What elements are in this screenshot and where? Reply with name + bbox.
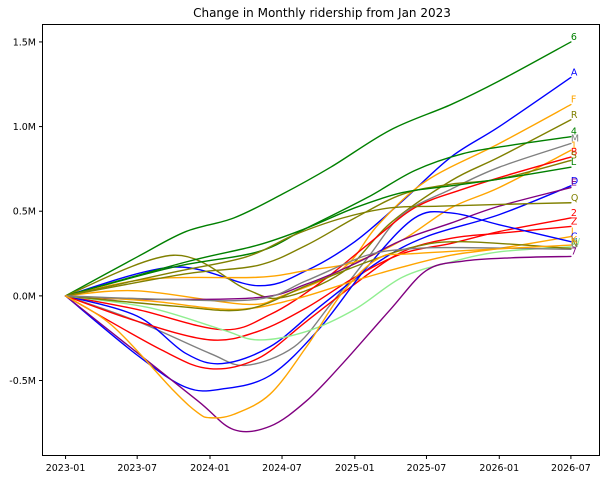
series-line-L [64, 166, 572, 297]
y-tick-label: -0.5M [9, 376, 36, 387]
series-label-B: B [571, 147, 578, 158]
x-tick-label: 2025-01 [335, 463, 375, 474]
series-lines [64, 41, 572, 433]
series-line-G [64, 246, 572, 302]
series-line-A [64, 76, 572, 297]
series-label-1: 1 [571, 140, 577, 151]
x-tick-label: 2023-01 [46, 463, 86, 474]
series-line-Z [64, 225, 572, 370]
plot-area [42, 24, 600, 456]
series-label-R: R [571, 110, 578, 121]
y-tick-label: 1.5M [13, 37, 36, 48]
series-line-6 [64, 41, 572, 297]
series-label-N: N [571, 238, 578, 249]
series-label-A: A [571, 67, 578, 78]
series-label-J: J [570, 227, 574, 238]
series-line-B [64, 156, 572, 331]
y-tick-label: 0.5M [13, 207, 36, 218]
series-label-M: M [571, 134, 579, 145]
series-line-M [64, 142, 572, 367]
series-label-E: E [571, 178, 577, 189]
x-tick-label: 2024-07 [262, 463, 302, 474]
y-tick-label: 1.0M [13, 122, 36, 133]
series-label-F: F [571, 95, 576, 106]
series-line-D [64, 185, 572, 365]
chart-title: Change in Monthly ridership from Jan 202… [193, 6, 451, 20]
series-label-W: W [571, 237, 581, 248]
series-line-4 [64, 136, 572, 297]
series-label-G: G [571, 239, 578, 250]
x-tick-label: 2026-01 [479, 463, 519, 474]
x-tick-label: 2025-07 [407, 463, 447, 474]
series-line-K [64, 244, 572, 419]
series-label-C: C [571, 232, 578, 243]
series-line-7 [64, 255, 572, 433]
y-axis: 1.5M 1.0M 0.5M 0.0M -0.5M [9, 37, 43, 387]
series-label-K: K [571, 235, 578, 246]
plot-frame [42, 24, 600, 456]
series-line-N [64, 240, 572, 312]
series-label-Z: Z [571, 216, 578, 227]
series-label-L: L [571, 157, 577, 168]
x-axis: 2023-01 2023-07 2024-01 2024-07 2025-01 2025-… [46, 455, 591, 474]
series-label-7: 7 [571, 246, 577, 257]
series-label-Q: Q [571, 193, 578, 204]
y-tick-label: 0.0M [13, 291, 36, 302]
series-label-4: 4 [571, 127, 577, 138]
x-tick-label: 2026-07 [551, 463, 591, 474]
series-label-D: D [571, 176, 578, 187]
x-tick-label: 2024-01 [190, 463, 230, 474]
series-label-6: 6 [571, 32, 577, 43]
series-line-R [64, 119, 572, 300]
series-label-S: S [571, 150, 577, 161]
series-label-2: 2 [571, 208, 577, 219]
series-line-2 [64, 217, 572, 341]
series-line-W [64, 246, 572, 341]
x-tick-label: 2023-07 [117, 463, 157, 474]
series-line-Q [64, 202, 572, 297]
